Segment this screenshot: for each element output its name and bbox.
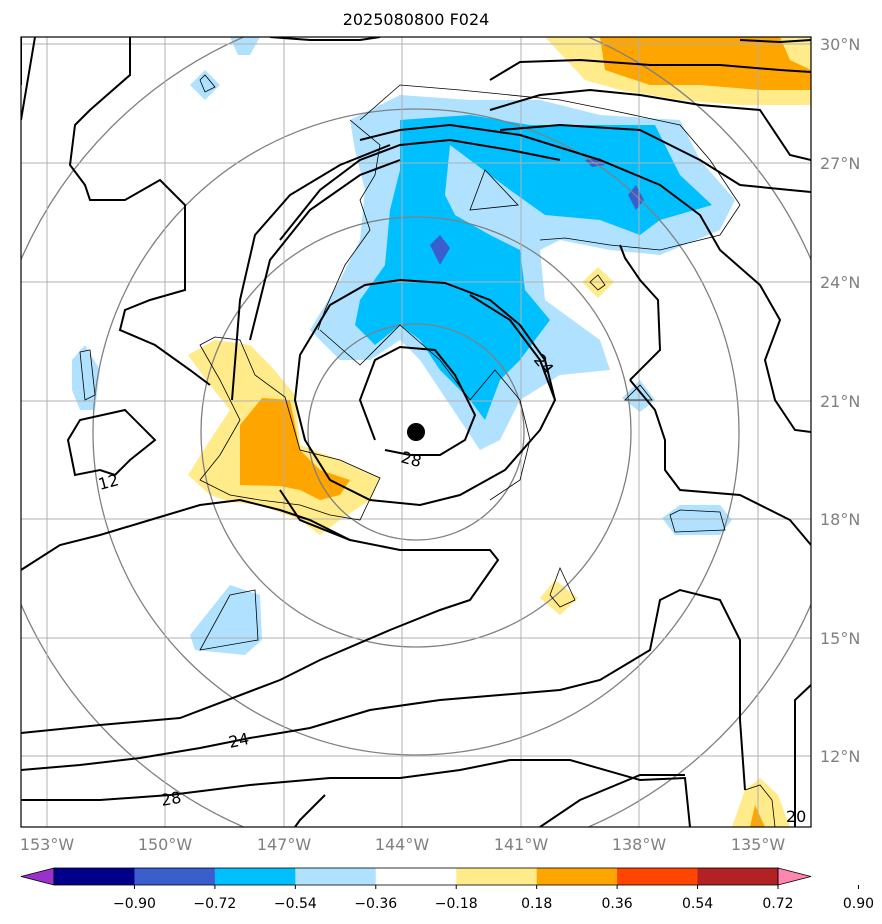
lon-label: 135°W: [731, 835, 786, 854]
colorbar-label: 0.72: [762, 896, 793, 912]
map-frame: [20, 36, 812, 828]
colorbar-swatch: [375, 868, 457, 885]
longitude-labels: 153°W 150°W 147°W 144°W 141°W 138°W 135°…: [20, 835, 786, 854]
lon-label: 141°W: [494, 835, 549, 854]
colorbar-label: −0.36: [354, 896, 397, 912]
colorbar-swatch: [456, 868, 538, 885]
lat-label: 24°N: [820, 273, 860, 292]
lon-label: 147°W: [257, 835, 312, 854]
contour-label-28-south: 28: [159, 788, 182, 810]
map-area: 28 24 12 24 28 20: [21, 37, 811, 827]
lat-label: 15°N: [820, 629, 860, 648]
colorbar-frame: [53, 867, 779, 886]
lat-label: 12°N: [820, 747, 860, 766]
shading-deep-blue: [355, 115, 712, 420]
lon-label: 138°W: [612, 835, 667, 854]
colorbar-swatch: [697, 868, 779, 885]
range-rings: [21, 37, 811, 827]
bold-contours: [21, 37, 811, 827]
lat-label: 27°N: [820, 154, 860, 173]
colorbar-label: 0.18: [521, 896, 552, 912]
colorbar-swatch: [54, 868, 135, 885]
lat-label: 21°N: [820, 392, 860, 411]
colorbar-label: −0.90: [113, 896, 156, 912]
colorbar-label: 0.54: [682, 896, 713, 912]
colorbar-swatch: [134, 868, 216, 885]
lat-label: 18°N: [820, 510, 860, 529]
lon-label: 150°W: [138, 835, 193, 854]
colorbar: −0.90 −0.72 −0.54 −0.36 −0.18 0.18 0.36 0.54 0.7…: [20, 867, 874, 912]
colorbar-label: 0.36: [602, 896, 633, 912]
colorbar-label: 0.90: [843, 896, 874, 912]
colorbar-extend-high: [777, 867, 812, 886]
lon-label: 144°W: [375, 835, 430, 854]
lat-label: 30°N: [820, 35, 860, 54]
colorbar-label: −0.72: [193, 896, 236, 912]
colorbar-swatch: [214, 868, 296, 885]
contour-label-24-south: 24: [227, 729, 251, 752]
latitude-labels: 30°N 27°N 24°N 21°N 18°N 15°N 12°N: [820, 35, 860, 766]
colorbar-swatch: [536, 868, 618, 885]
colorbar-label: −0.18: [435, 896, 478, 912]
contour-label-12: 12: [96, 470, 121, 494]
lon-label: 153°W: [20, 835, 75, 854]
map-title: 2025080800 F024: [342, 10, 490, 29]
storm-center-dot: [407, 423, 425, 441]
colorbar-extend-low: [20, 867, 55, 886]
thin-contours: [79, 74, 776, 827]
colorbar-label: −0.54: [274, 896, 317, 912]
contour-label-28-center: 28: [399, 448, 424, 472]
colorbar-swatch: [617, 868, 699, 885]
colorbar-swatch: [295, 868, 377, 885]
contour-label-20: 20: [786, 807, 806, 826]
